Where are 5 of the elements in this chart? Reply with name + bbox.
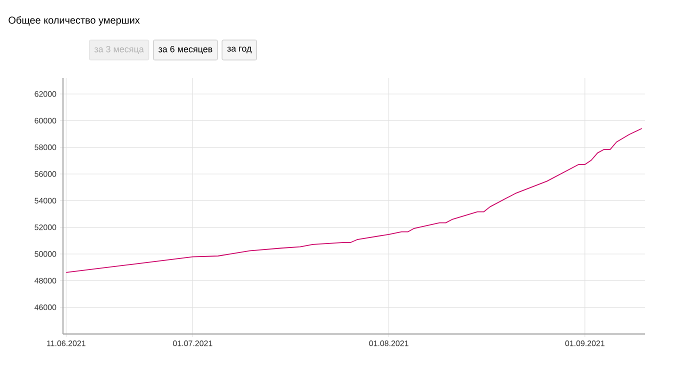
text: за 6 месяцев — [158, 46, 212, 54]
line-series — [66, 128, 642, 273]
text: за 3 месяца — [94, 46, 144, 54]
text: за год — [227, 46, 252, 54]
chart-title: Общее количество умерших — [8, 16, 140, 26]
